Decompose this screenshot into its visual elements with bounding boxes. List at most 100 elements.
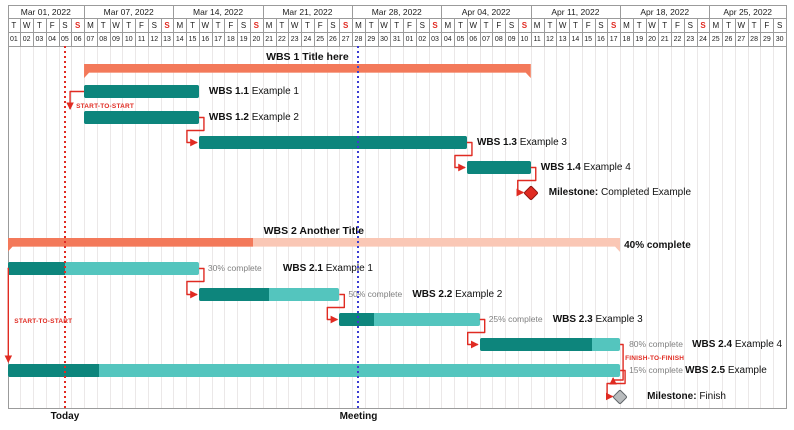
- day-number: 29: [762, 35, 771, 43]
- day-boundary: [505, 18, 507, 46]
- day-gridline: [454, 46, 456, 408]
- day-number: 05: [61, 35, 69, 43]
- task-name: Example 1: [251, 86, 299, 97]
- milestone-label-ms2: Milestone: Finish: [647, 390, 726, 403]
- day-letter: S: [598, 20, 604, 30]
- day-letter: S: [240, 20, 247, 30]
- day-number: 08: [494, 35, 503, 43]
- day-number: 17: [609, 35, 618, 43]
- task-bar-remaining: [7, 262, 199, 275]
- day-number: 07: [86, 35, 95, 43]
- day-gridline: [594, 46, 596, 408]
- day-boundary: [645, 18, 647, 46]
- milestone-name: Completed Example: [600, 187, 692, 198]
- day-boundary: [492, 18, 494, 46]
- week-boundary: [441, 5, 443, 18]
- day-letter: F: [139, 20, 144, 30]
- day-letter: T: [100, 20, 106, 30]
- task-name: Example 2: [251, 112, 299, 123]
- day-boundary: [454, 18, 456, 46]
- day-gridline: [632, 46, 634, 408]
- day-number: 20: [648, 35, 656, 43]
- week-cell: Apr 18, 2022: [640, 6, 690, 17]
- day-gridline: [415, 46, 417, 408]
- day-letter-sunday: S: [432, 20, 438, 30]
- task-wbs-code: WBS 2.2: [412, 289, 453, 300]
- day-number: 22: [277, 35, 286, 43]
- day-number: 18: [622, 35, 631, 43]
- day-gridline: [58, 46, 60, 408]
- week-boundary: [352, 5, 354, 18]
- task-bar-progress: [7, 262, 65, 275]
- day-letter: S: [330, 20, 336, 30]
- day-gridline: [441, 46, 443, 408]
- day-number: 14: [175, 35, 184, 43]
- day-letter: W: [380, 20, 388, 30]
- day-gridline: [492, 46, 494, 408]
- day-boundary: [249, 18, 251, 46]
- task-wbs-code: WBS 1.2: [208, 112, 249, 123]
- day-number: 24: [699, 35, 707, 43]
- week-boundary: [530, 5, 532, 18]
- day-boundary: [301, 18, 303, 46]
- link-label-start-to-start: START-TO-START: [14, 317, 73, 325]
- day-gridline: [569, 46, 571, 408]
- day-letter: T: [751, 20, 757, 30]
- task-bar-t24: [479, 338, 621, 351]
- day-letter: T: [572, 20, 578, 30]
- link-t21-t25: [4, 267, 13, 363]
- week-cell: Mar 14, 2022: [193, 6, 244, 17]
- day-gridline: [377, 46, 379, 408]
- group-bar-progress: [84, 64, 531, 78]
- task-label-t11: WBS 1.1 Example 1: [209, 85, 299, 98]
- week-cell: Mar 01, 2022: [20, 6, 71, 17]
- day-letter: F: [764, 20, 770, 30]
- day-number: 04: [443, 35, 452, 43]
- day-letter: M: [712, 20, 720, 30]
- day-letter: M: [265, 20, 273, 30]
- day-number: 25: [316, 35, 325, 43]
- day-letter: S: [151, 20, 157, 30]
- day-letter: T: [279, 20, 285, 30]
- task-wbs-code: WBS 1.1: [208, 86, 249, 97]
- task-label-t21: WBS 2.1 Example 1: [283, 262, 373, 275]
- day-letter-sunday: S: [75, 20, 81, 30]
- day-letter: F: [407, 20, 412, 30]
- task-bar-remaining: [7, 364, 621, 377]
- task-bar-progress: [84, 85, 199, 98]
- day-gridline: [275, 46, 277, 408]
- link-t24-t25: [609, 343, 624, 385]
- day-boundary: [160, 18, 162, 46]
- task-bar-t14: [466, 161, 531, 174]
- week-boundary: [709, 5, 711, 18]
- day-gridline: [237, 46, 239, 408]
- day-letter: T: [547, 20, 553, 30]
- day-number: 03: [431, 35, 439, 43]
- group-bar-remaining: [84, 64, 531, 78]
- day-boundary: [530, 18, 532, 46]
- day-boundary: [466, 18, 468, 46]
- day-letter: T: [636, 20, 642, 30]
- day-boundary: [275, 18, 277, 46]
- task-progress-label: 15% complete: [629, 365, 683, 375]
- day-boundary: [352, 18, 354, 46]
- day-boundary: [173, 18, 175, 46]
- day-gridline: [645, 46, 647, 408]
- day-boundary: [147, 18, 149, 46]
- day-number: 28: [750, 35, 758, 43]
- day-number: 29: [367, 35, 376, 43]
- day-number: 21: [660, 35, 669, 43]
- day-boundary: [71, 18, 73, 46]
- day-gridline: [224, 46, 226, 408]
- day-letter: T: [126, 20, 132, 30]
- chart-border-right: [786, 5, 787, 408]
- day-gridline: [607, 46, 609, 408]
- day-gridline: [722, 46, 724, 408]
- task-name: Example 4: [583, 162, 631, 173]
- day-number: 21: [265, 35, 273, 43]
- day-boundary: [786, 18, 787, 46]
- milestone-diamond-ms1: [522, 184, 539, 201]
